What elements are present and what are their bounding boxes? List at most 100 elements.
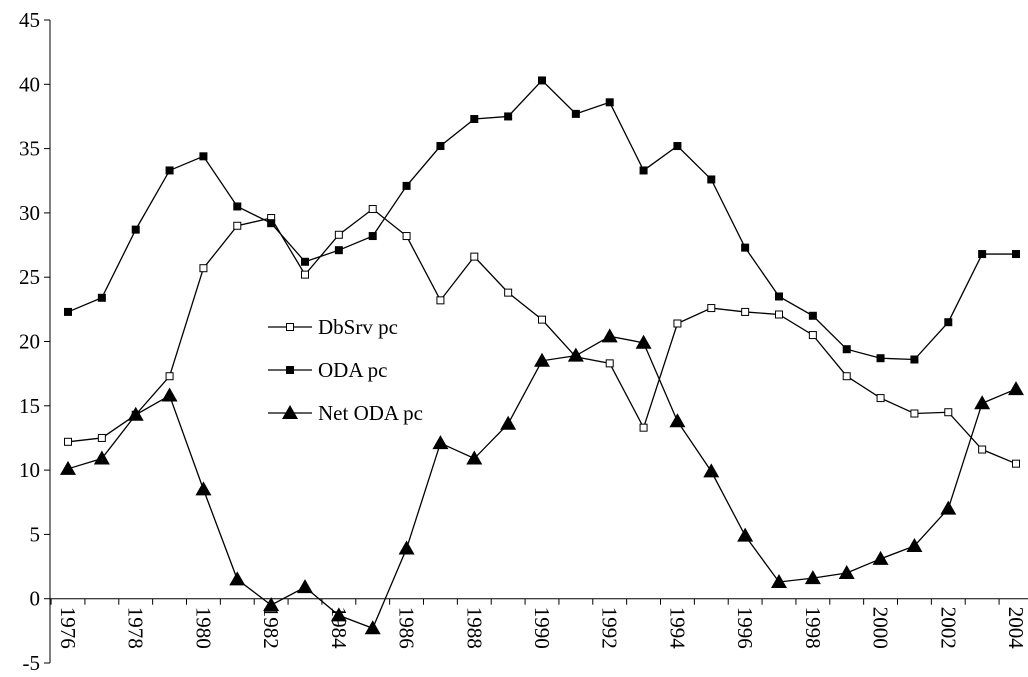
point	[1012, 250, 1020, 259]
point	[368, 232, 377, 241]
y-tick-label: 35	[19, 137, 40, 161]
point	[910, 355, 919, 364]
point	[97, 293, 106, 302]
point	[601, 328, 618, 343]
point	[301, 270, 309, 279]
point	[635, 334, 652, 349]
point	[286, 323, 294, 331]
point	[775, 292, 783, 301]
point	[334, 230, 343, 239]
point	[233, 221, 242, 230]
point	[504, 288, 513, 297]
legend: DbSrv pc ODA pc Net ODA pc	[268, 315, 423, 425]
x-tick-label: 1986	[395, 607, 419, 649]
point	[127, 406, 144, 421]
point	[286, 366, 294, 374]
y-tick-label: 15	[19, 394, 40, 418]
y-tick-label: 45	[19, 8, 40, 32]
point	[876, 354, 885, 363]
point	[1012, 459, 1020, 468]
x-tick-label: 1976	[56, 607, 80, 649]
x-tick-label: 1980	[191, 607, 215, 649]
point	[741, 307, 750, 316]
point	[808, 311, 817, 320]
point	[267, 219, 276, 228]
point	[741, 243, 750, 252]
point	[263, 597, 280, 612]
point	[402, 232, 411, 241]
point	[297, 579, 313, 594]
y-tick-label: 40	[19, 72, 40, 96]
point	[368, 205, 377, 214]
point	[737, 527, 754, 542]
point	[673, 142, 682, 151]
point	[199, 152, 208, 161]
x-tick-label: 1994	[665, 607, 689, 650]
point	[466, 450, 483, 465]
point	[703, 463, 720, 478]
point	[876, 394, 885, 403]
point	[436, 142, 445, 151]
point	[804, 570, 821, 585]
point	[165, 372, 174, 381]
point	[872, 550, 889, 565]
point	[842, 372, 851, 381]
point	[301, 257, 309, 266]
point	[605, 359, 614, 368]
point	[534, 352, 550, 367]
point	[669, 413, 686, 428]
point	[93, 450, 110, 465]
point	[906, 537, 923, 552]
x-tick-label: 1990	[530, 607, 554, 649]
point	[470, 115, 479, 124]
point	[64, 437, 72, 446]
y-tick-label: 25	[19, 265, 40, 289]
point	[944, 318, 953, 327]
point	[436, 296, 445, 305]
point	[707, 304, 716, 313]
x-tick-label: 2000	[869, 607, 893, 649]
x-tick-label: 2004	[1004, 607, 1028, 650]
point	[673, 319, 682, 328]
point	[707, 175, 716, 184]
x-tick-label: 1996	[733, 607, 757, 649]
point	[97, 433, 106, 442]
point	[334, 246, 343, 255]
y-tick-label: 30	[19, 201, 40, 225]
point	[229, 571, 246, 586]
point	[131, 225, 140, 234]
point	[639, 166, 648, 175]
point	[195, 481, 212, 496]
point	[1008, 381, 1024, 396]
y-tick-label: 20	[19, 330, 40, 354]
point	[500, 415, 517, 430]
x-tick-label: 1998	[801, 607, 825, 649]
point	[538, 76, 546, 85]
point	[910, 409, 919, 418]
point	[605, 98, 614, 107]
point	[330, 607, 347, 622]
point	[165, 166, 174, 175]
y-tick-label: 10	[19, 458, 40, 482]
y-tick-label: -5	[23, 651, 41, 675]
point	[432, 435, 449, 450]
point	[808, 331, 817, 340]
point	[64, 307, 72, 316]
point	[233, 202, 242, 211]
x-tick-label: 1978	[124, 607, 148, 649]
point	[199, 264, 208, 273]
y-tick-label: 5	[30, 522, 41, 546]
point	[282, 405, 298, 419]
x-tick-label: 1988	[462, 607, 486, 649]
point	[567, 347, 584, 362]
point	[364, 620, 381, 635]
point	[639, 423, 648, 432]
point	[398, 540, 415, 555]
point	[60, 460, 76, 475]
point	[571, 109, 580, 118]
x-tick-label: 1982	[259, 607, 283, 649]
legend-label: DbSrv pc	[318, 315, 398, 339]
legend-label: ODA pc	[318, 358, 387, 382]
point	[944, 408, 953, 417]
